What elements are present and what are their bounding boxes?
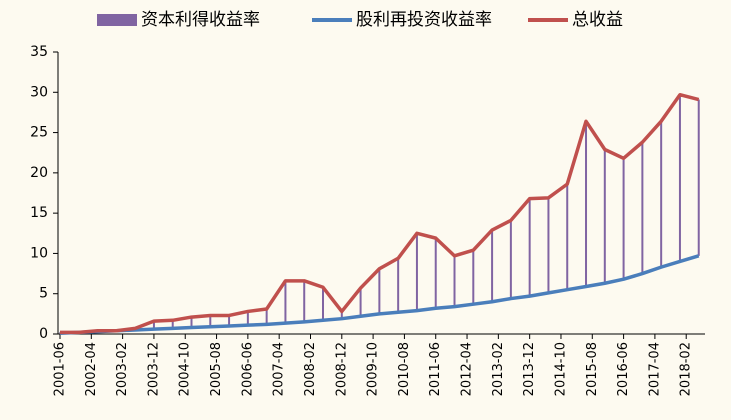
x-tick-label: 2014-10 bbox=[553, 342, 568, 396]
y-tick-label: 0 bbox=[39, 326, 48, 342]
x-tick-label: 2012-04 bbox=[460, 342, 475, 396]
x-tick-label: 2013-02 bbox=[491, 342, 506, 396]
x-tick-label: 2008-02 bbox=[303, 342, 318, 396]
y-tick-label: 30 bbox=[30, 84, 48, 100]
x-tick-label: 2002-04 bbox=[84, 342, 99, 396]
line bbox=[60, 92, 700, 335]
x-tick-label: 2005-08 bbox=[209, 342, 224, 396]
x-tick-label: 2017-04 bbox=[647, 342, 662, 396]
x-tick-label: 2003-02 bbox=[115, 342, 130, 396]
y-tick-label: 35 bbox=[30, 44, 48, 60]
x-tick-label: 2007-04 bbox=[272, 342, 287, 396]
legend-swatch bbox=[97, 14, 137, 26]
x-tick-label: 2018-02 bbox=[679, 342, 694, 396]
line bbox=[59, 254, 700, 335]
x-tick-label: 2001-06 bbox=[53, 342, 68, 396]
legend-label: 资本利得收益率 bbox=[141, 10, 260, 30]
legend-label: 股利再投资收益率 bbox=[356, 10, 492, 30]
y-tick-label: 10 bbox=[30, 245, 48, 261]
x-tick-label: 2004-10 bbox=[178, 342, 193, 396]
legend-label: 总收益 bbox=[572, 10, 623, 30]
x-tick-label: 2015-08 bbox=[585, 342, 600, 396]
x-tick-label: 2008-12 bbox=[334, 342, 349, 396]
x-tick-label: 2010-08 bbox=[397, 342, 412, 396]
x-tick-label: 2009-10 bbox=[366, 342, 381, 396]
x-tick-label: 2006-06 bbox=[240, 342, 255, 396]
x-tick-label: 2011-06 bbox=[428, 342, 443, 396]
x-tick-label: 2016-06 bbox=[616, 342, 631, 396]
x-tick-label: 2003-12 bbox=[146, 342, 161, 396]
y-tick-label: 25 bbox=[30, 125, 48, 141]
y-tick-label: 15 bbox=[30, 205, 48, 221]
x-tick-label: 2013-12 bbox=[522, 342, 537, 396]
y-tick-label: 5 bbox=[39, 286, 48, 302]
y-tick-label: 20 bbox=[30, 165, 48, 181]
